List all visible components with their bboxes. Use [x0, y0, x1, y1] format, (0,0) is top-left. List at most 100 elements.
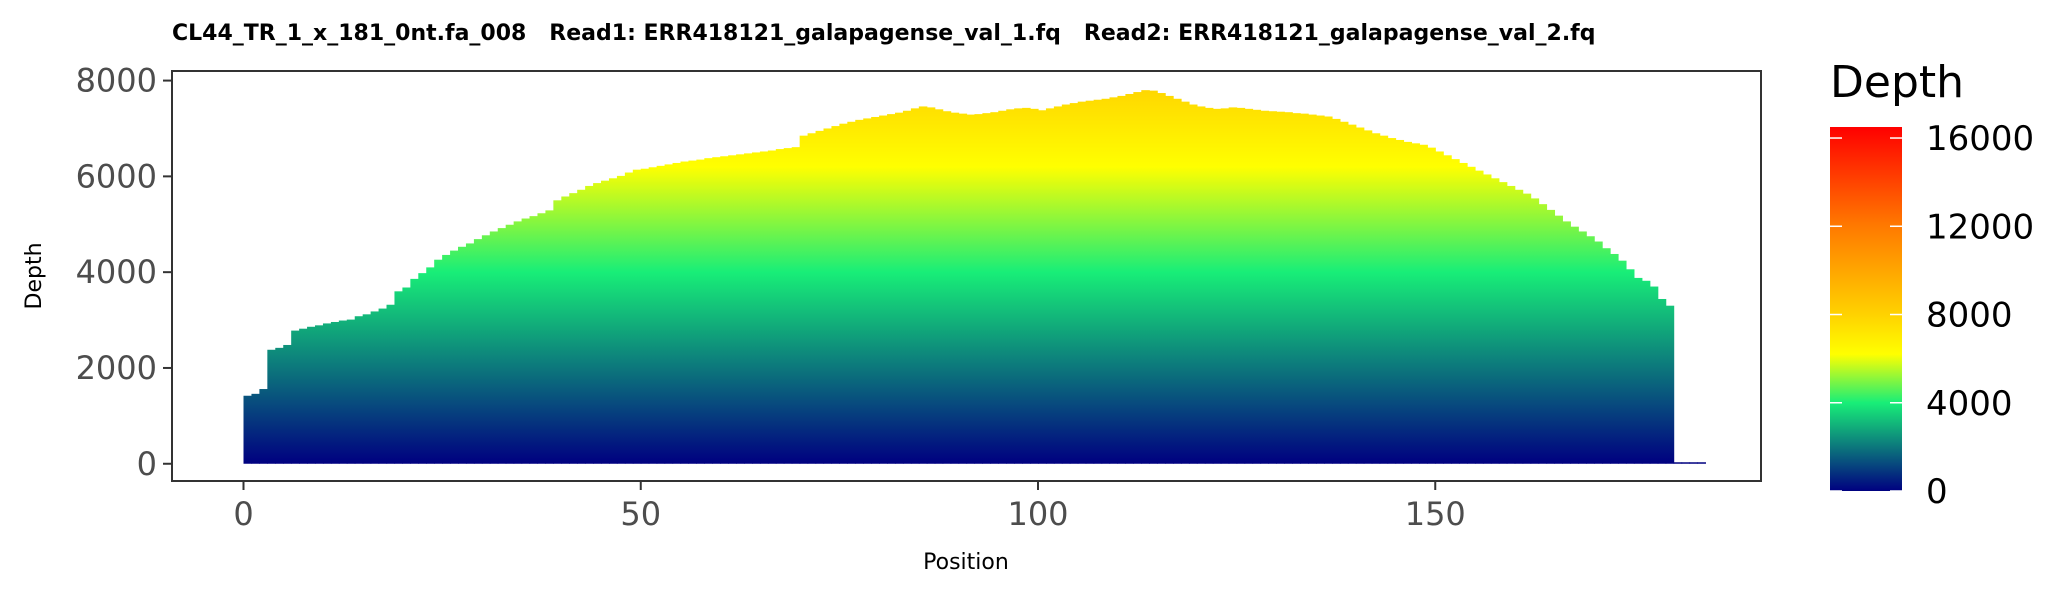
colorbar-tick-label: 8000 [1926, 296, 2013, 336]
depth-bar [593, 183, 602, 464]
depth-bar [696, 159, 705, 464]
depth-bar [1069, 103, 1079, 464]
depth-bar [1252, 109, 1262, 464]
depth-bar [378, 308, 388, 464]
depth-bar [330, 321, 340, 464]
depth-bar [775, 149, 785, 464]
depth-bar [974, 114, 983, 464]
colorbar-title: Depth [1830, 57, 1964, 108]
depth-bar [259, 389, 268, 464]
depth-bar [1633, 277, 1643, 464]
depth-bar [553, 200, 562, 464]
depth-bar [497, 228, 507, 464]
depth-bar [513, 221, 523, 464]
depth-bar [1188, 104, 1198, 464]
depth-bar [1610, 253, 1619, 464]
depth-bar [656, 165, 666, 464]
depth-bar [807, 133, 817, 464]
depth-bar [1204, 107, 1214, 464]
depth-bar [1625, 269, 1635, 464]
depth-bar [338, 320, 348, 464]
depth-bar [1562, 221, 1571, 464]
depth-bar [1371, 133, 1381, 464]
depth-bar [950, 112, 960, 464]
depth-bar [998, 110, 1007, 464]
depth-bar [1038, 110, 1047, 464]
depth-bar [1228, 107, 1238, 464]
depth-bar [1117, 95, 1126, 464]
depth-bar [1141, 90, 1150, 464]
x-tick-label: 150 [1405, 495, 1466, 533]
depth-bar [1379, 135, 1389, 464]
depth-bar [465, 243, 475, 464]
depth-bar [243, 395, 253, 464]
depth-bar [251, 393, 260, 464]
depth-bar [601, 180, 610, 464]
y-tick-label: 0 [137, 445, 157, 483]
depth-bar [386, 304, 396, 464]
depth-bar [871, 116, 880, 464]
depth-bar [1419, 144, 1428, 464]
depth-bar [450, 250, 459, 464]
depth-bar [442, 254, 451, 464]
depth-bar [958, 113, 968, 464]
depth-bar [1339, 121, 1349, 464]
depth-bar [1125, 93, 1134, 464]
depth-bar [990, 112, 999, 464]
depth-bar [887, 114, 896, 464]
depth-bar [1093, 99, 1103, 464]
plot-area [171, 70, 1762, 482]
depth-bar [370, 311, 380, 464]
depth-bar [1514, 189, 1524, 464]
depth-bar [1292, 113, 1301, 464]
colorbar-tick-label: 4000 [1926, 384, 2013, 424]
depth-bar [1482, 174, 1492, 464]
depth-bar [537, 213, 547, 464]
depth-bar [315, 325, 324, 464]
depth-bar [744, 153, 753, 464]
depth-bar [1435, 151, 1444, 464]
depth-bar [1490, 178, 1500, 464]
depth-bar [815, 130, 825, 464]
depth-bar [616, 175, 626, 464]
depth-bar [1196, 106, 1206, 464]
depth-bar [1331, 118, 1341, 464]
depth-bar [934, 109, 944, 464]
depth-bar [1594, 241, 1603, 464]
depth-bar [1411, 143, 1420, 464]
depth-bar [1324, 116, 1333, 464]
depth-bar [1403, 141, 1413, 464]
depth-bar [1022, 107, 1031, 464]
depth-bar [608, 178, 618, 464]
depth-bar [855, 119, 864, 464]
depth-bar [1014, 108, 1023, 464]
depth-bar [299, 328, 308, 464]
depth-bar [982, 113, 991, 464]
depth-bar [799, 135, 809, 464]
depth-bar [362, 314, 372, 464]
depth-bar [1220, 108, 1230, 464]
depth-bar [926, 107, 936, 464]
depth-bar [1308, 114, 1317, 464]
depth-bar [1276, 111, 1285, 464]
depth-bar [632, 169, 642, 464]
depth-bar [1355, 127, 1365, 464]
y-axis-label: Depth [22, 242, 47, 309]
depth-bar [831, 126, 840, 464]
depth-bar [529, 216, 539, 464]
depth-bar [751, 152, 761, 464]
depth-bar [283, 344, 292, 464]
depth-bar [1244, 108, 1254, 464]
depth-bar [1212, 108, 1222, 464]
depth-bar [545, 210, 554, 464]
depth-bar [1173, 98, 1182, 464]
depth-bar [1538, 204, 1548, 464]
depth-bar [1498, 182, 1508, 464]
depth-bar [704, 158, 713, 464]
depth-bar [307, 326, 316, 464]
depth-bar [688, 160, 697, 464]
depth-bar [863, 118, 872, 464]
depth-bar [1268, 111, 1277, 464]
depth-bar [1077, 101, 1087, 464]
depth-bar [489, 231, 499, 464]
